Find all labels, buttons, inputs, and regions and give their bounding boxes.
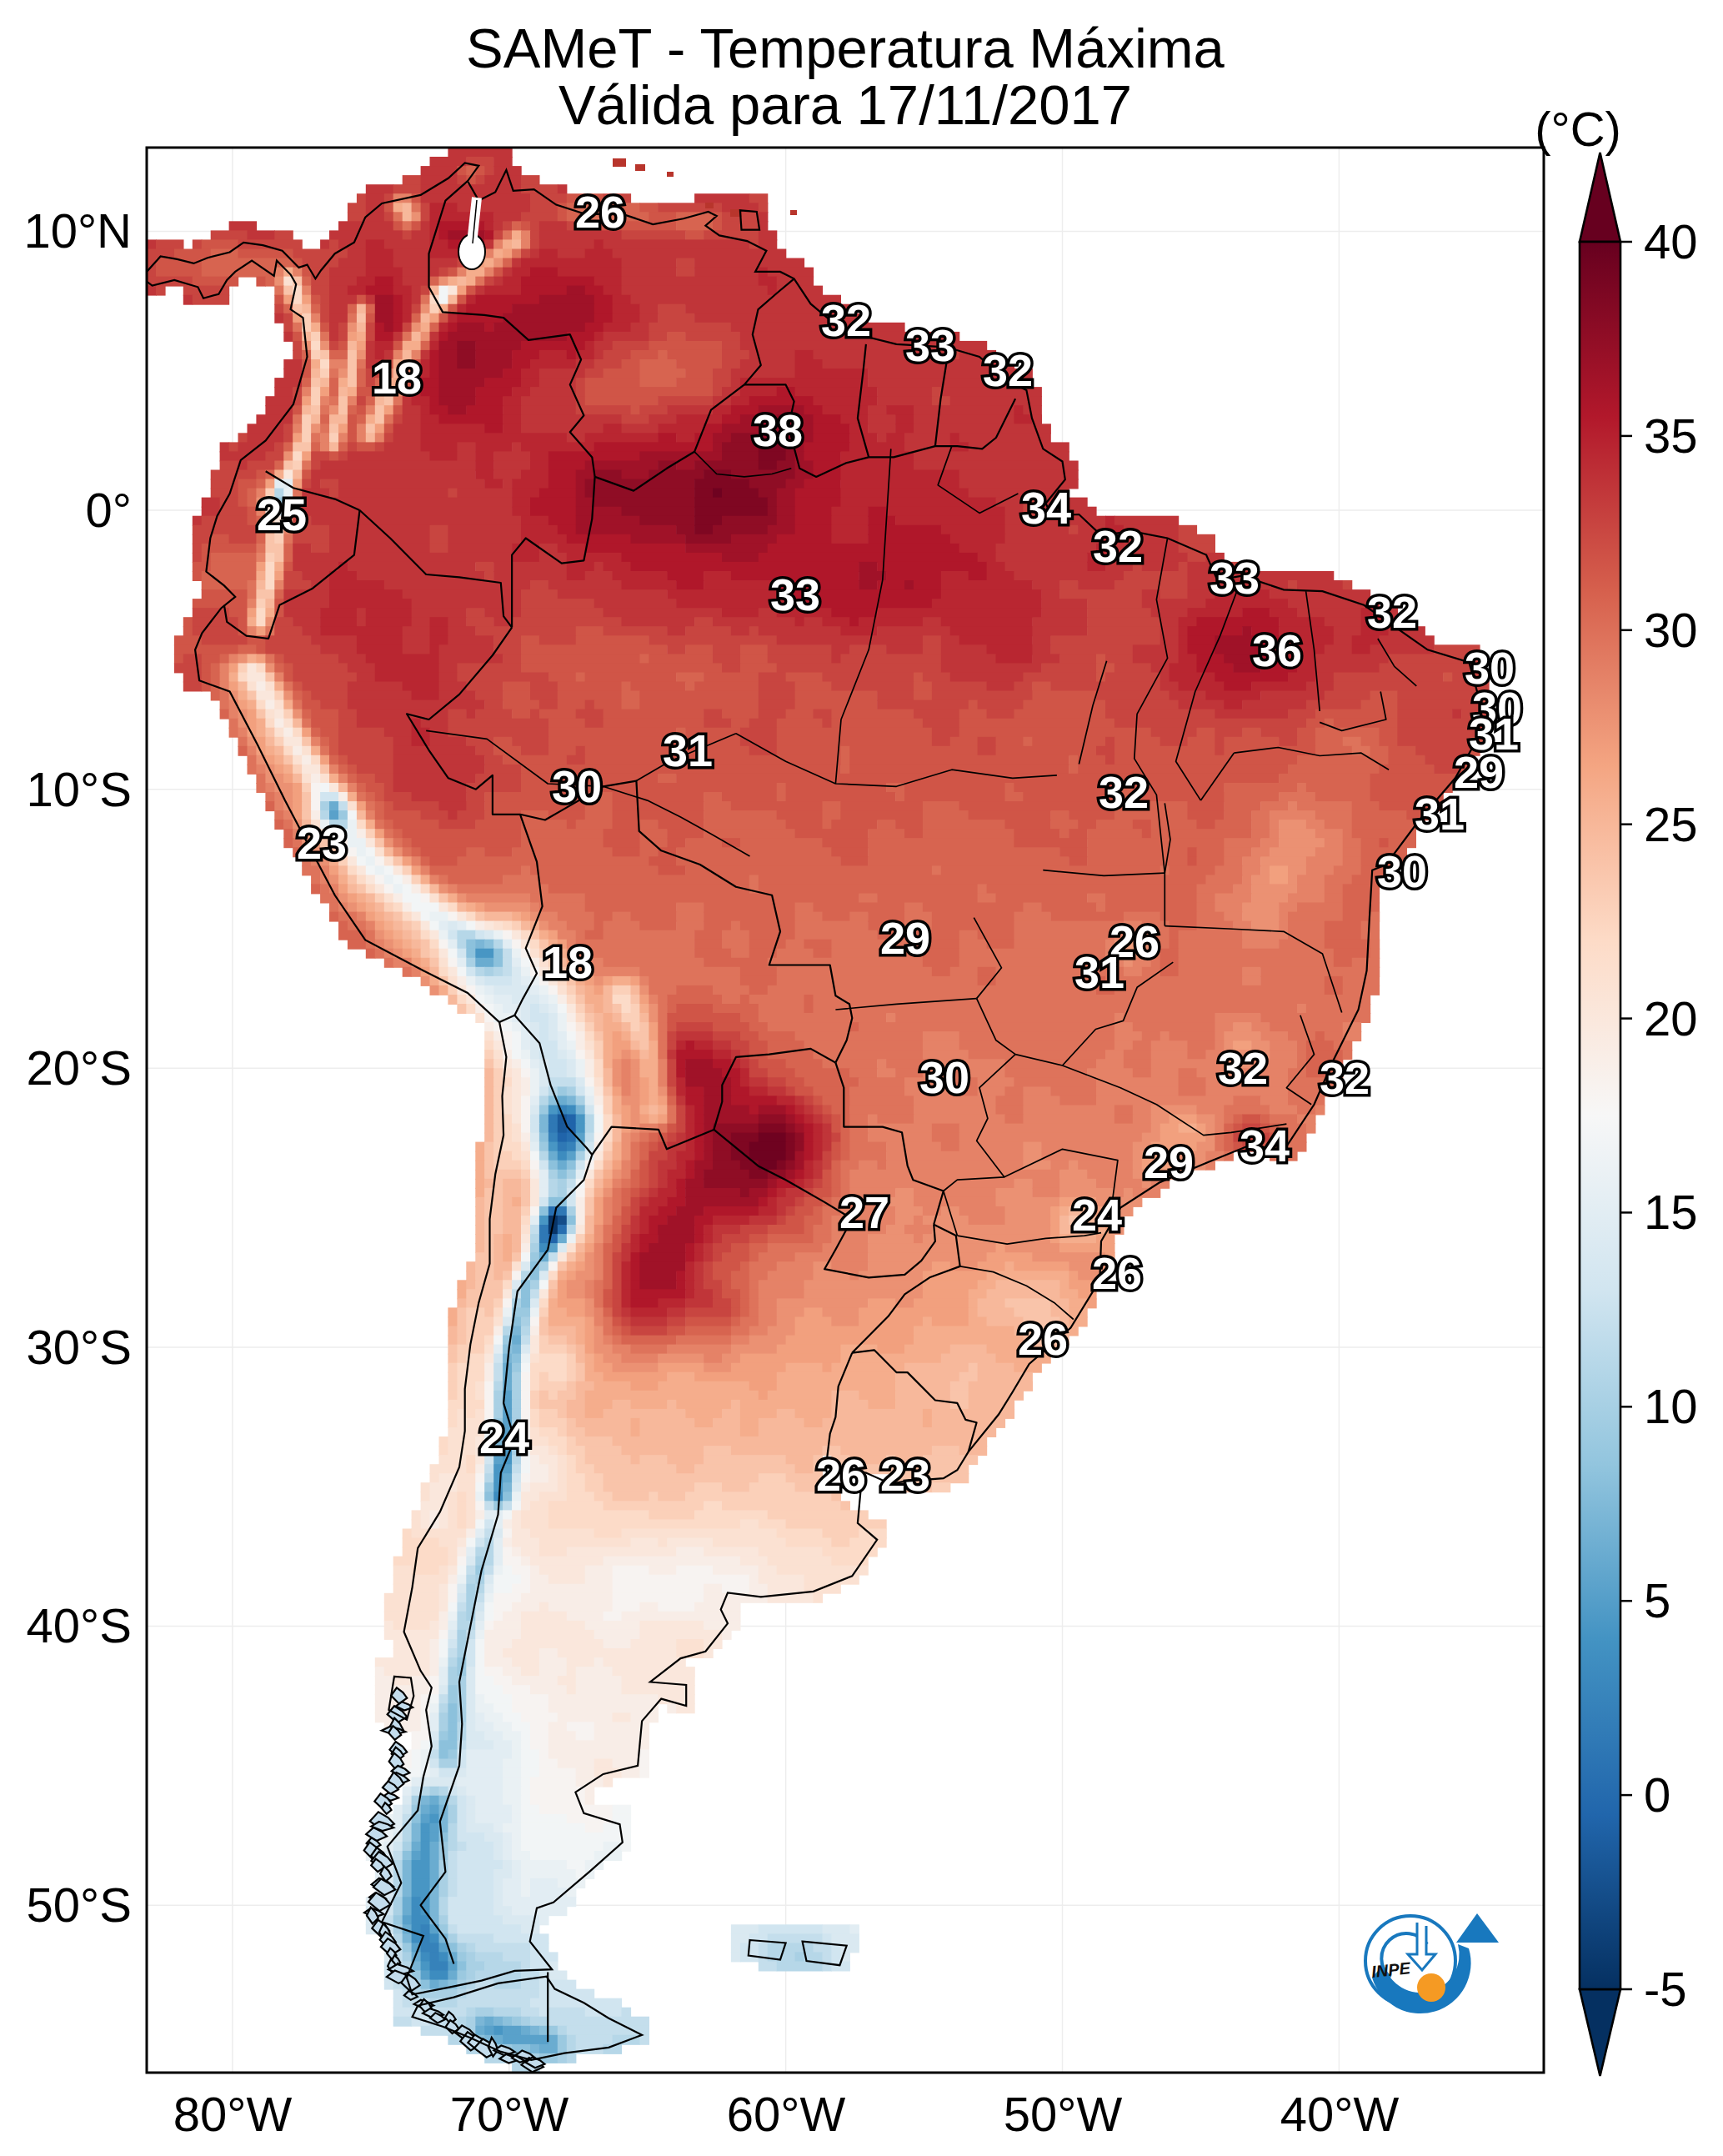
svg-text:26: 26 — [816, 1450, 866, 1500]
svg-text:50°S: 50°S — [27, 1878, 132, 1932]
svg-text:70°W: 70°W — [450, 2087, 569, 2141]
svg-text:31: 31 — [663, 725, 713, 775]
svg-text:27: 27 — [839, 1187, 889, 1237]
svg-text:33: 33 — [1210, 553, 1260, 603]
svg-text:15: 15 — [1644, 1185, 1698, 1239]
svg-text:38: 38 — [753, 405, 803, 455]
svg-text:32: 32 — [1099, 767, 1149, 817]
svg-text:5: 5 — [1644, 1573, 1670, 1627]
svg-text:29: 29 — [1144, 1137, 1194, 1187]
svg-text:20°S: 20°S — [27, 1040, 132, 1095]
svg-text:Válida para 17/11/2017: Válida para 17/11/2017 — [558, 73, 1132, 136]
svg-text:26: 26 — [575, 187, 625, 237]
svg-text:34: 34 — [1240, 1121, 1290, 1171]
svg-text:32: 32 — [1218, 1043, 1268, 1093]
svg-text:60°W: 60°W — [727, 2087, 846, 2141]
svg-text:40: 40 — [1644, 214, 1698, 268]
svg-text:50°W: 50°W — [1004, 2087, 1123, 2141]
svg-text:0: 0 — [1644, 1767, 1670, 1822]
svg-text:26: 26 — [1092, 1248, 1142, 1298]
svg-text:29: 29 — [880, 913, 930, 963]
svg-text:30: 30 — [919, 1052, 969, 1102]
svg-text:23: 23 — [297, 818, 347, 868]
svg-text:30: 30 — [1377, 846, 1427, 896]
svg-text:(°C): (°C) — [1535, 102, 1621, 156]
svg-text:32: 32 — [1093, 521, 1143, 571]
svg-text:32: 32 — [983, 345, 1033, 395]
svg-text:34: 34 — [1021, 483, 1071, 533]
svg-text:25: 25 — [257, 489, 307, 539]
svg-text:40°S: 40°S — [27, 1598, 132, 1652]
svg-text:30°S: 30°S — [27, 1320, 132, 1374]
svg-text:33: 33 — [770, 569, 820, 619]
svg-text:18: 18 — [543, 937, 593, 987]
svg-text:0°: 0° — [86, 483, 132, 537]
svg-text:23: 23 — [880, 1450, 930, 1500]
svg-text:-5: -5 — [1644, 1962, 1687, 2016]
svg-text:33: 33 — [905, 320, 955, 370]
svg-text:18: 18 — [372, 353, 422, 403]
svg-text:32: 32 — [821, 295, 871, 345]
svg-text:80°W: 80°W — [173, 2087, 293, 2141]
svg-text:30: 30 — [552, 761, 602, 811]
svg-text:SAMeT - Temperatura Máxima: SAMeT - Temperatura Máxima — [466, 17, 1225, 79]
svg-text:24: 24 — [479, 1412, 529, 1462]
svg-text:10: 10 — [1644, 1379, 1698, 1433]
svg-text:31: 31 — [1074, 947, 1124, 997]
svg-text:24: 24 — [1072, 1190, 1122, 1240]
svg-text:32: 32 — [1320, 1053, 1370, 1103]
svg-text:30: 30 — [1644, 603, 1698, 657]
svg-text:20: 20 — [1644, 991, 1698, 1045]
svg-text:26: 26 — [1018, 1314, 1068, 1364]
svg-text:10°N: 10°N — [23, 203, 132, 258]
svg-text:10°S: 10°S — [27, 762, 132, 816]
svg-text:32: 32 — [1367, 587, 1417, 637]
svg-text:36: 36 — [1252, 625, 1302, 675]
svg-text:31: 31 — [1415, 789, 1465, 839]
svg-text:40°W: 40°W — [1280, 2087, 1400, 2141]
svg-text:25: 25 — [1644, 797, 1698, 851]
svg-text:35: 35 — [1644, 409, 1698, 463]
